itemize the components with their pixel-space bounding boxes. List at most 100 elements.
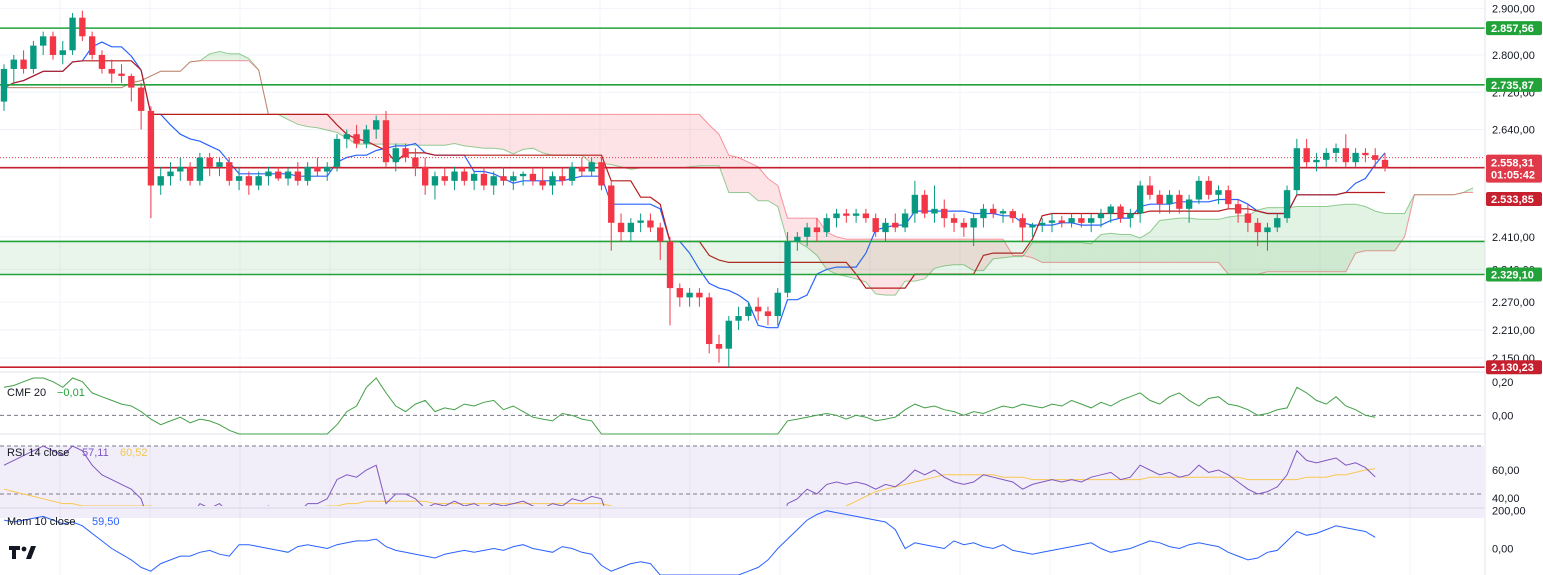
price-axis[interactable]: 2.900,002.800,002.720,002.640,002.560,00… [1484,0,1543,575]
candle [177,166,184,172]
candle [1264,227,1271,233]
momentum-tick-label: 200,00 [1492,506,1526,518]
rsi-label: RSI 14 close [7,447,69,459]
cloud-segment [493,114,504,150]
candle [608,185,615,223]
cloud-segment [523,114,533,150]
candle [500,176,507,181]
candle [1039,222,1046,226]
level-2735-tag [1486,77,1542,92]
candle [1127,213,1134,219]
cloud-segment [1326,205,1337,272]
cloud-segment [621,114,631,170]
cloud-segment [572,114,582,156]
cloud-segment [679,114,690,169]
cloud-segment [1110,233,1121,263]
candle [69,17,76,51]
candle [186,166,194,181]
cloud-segment [973,239,984,271]
cloud-segment [1100,233,1111,263]
cloud-segment [1306,206,1317,272]
candle [98,54,106,69]
candle [1215,190,1222,195]
cloud-segment [434,114,445,146]
candle [1029,225,1036,228]
cloud-segment [699,114,710,166]
level-2329-tag [1486,267,1542,282]
cloud-segment [963,239,974,271]
candle [1332,148,1340,153]
candle [510,176,517,181]
cmf-label: CMF 20 [7,387,46,399]
cloud-segment [1316,206,1327,272]
candle [1342,148,1350,163]
candle [892,222,899,228]
candle [294,171,302,181]
axis-background [1485,0,1543,575]
candle [833,213,840,219]
cloud-segment [1169,218,1180,263]
momentum-lines [3,510,1376,575]
candle [1087,218,1095,223]
cloud-segment [630,114,641,170]
candle [637,220,644,223]
candle [931,208,938,214]
rsi-tick-label: 60,00 [1492,465,1520,477]
candle [588,162,595,172]
candle [647,220,654,228]
candle [1166,194,1173,205]
candle [921,194,928,214]
cloud-segment [767,178,778,207]
cloud-segment [1179,218,1190,263]
price-tick-label: 2.800,00 [1492,50,1535,62]
cloud-segment [327,114,338,133]
candle [794,236,801,242]
level-2857-tag-label: 2.857,56 [1491,23,1534,35]
cloud-segment [464,114,475,148]
cmf-line [3,377,1376,435]
cloud-segment [1042,242,1052,263]
candle [1234,204,1242,214]
rsi-tick-label: 40,00 [1492,493,1520,505]
price-tick-label: 2.410,00 [1492,232,1535,244]
candle [1205,180,1212,195]
momentum-value: 59,50 [92,516,120,528]
candle [1146,185,1154,195]
cloud-segment [640,114,651,169]
candle [627,222,635,233]
candle [470,173,478,181]
candle [39,36,47,46]
kijun-tag-label: 2.533,85 [1491,194,1534,206]
candle [10,59,17,69]
candle [431,176,439,186]
candle [539,180,546,186]
cloud-segment [826,232,837,275]
cloud-segment [1189,218,1199,263]
candle [147,110,155,186]
level-2329-tag-label: 2.329,10 [1491,270,1534,282]
kijun-tag [1486,192,1542,207]
candle [843,213,850,216]
candle [402,148,409,158]
candle [333,138,341,167]
cloud-segment [1336,204,1346,272]
candle [49,36,57,55]
current-price-tag-label: 2.558,31 [1491,158,1534,170]
rsi-line [3,445,1376,506]
candle [461,171,468,181]
cloud-segment [885,239,896,296]
cloud-segment [865,239,876,294]
candle [1078,218,1085,223]
cloud-segment [513,114,524,155]
cloud-segment [748,162,759,201]
cloud-segment [444,114,455,146]
cloud-segment [1296,206,1307,272]
candle [813,227,821,233]
cloud-segment [993,239,1004,259]
level-2857-tag [1486,21,1542,36]
momentum-pane [3,510,1376,575]
rsi-band [0,446,1484,518]
candle [382,120,390,163]
cloud-segment [209,51,220,61]
